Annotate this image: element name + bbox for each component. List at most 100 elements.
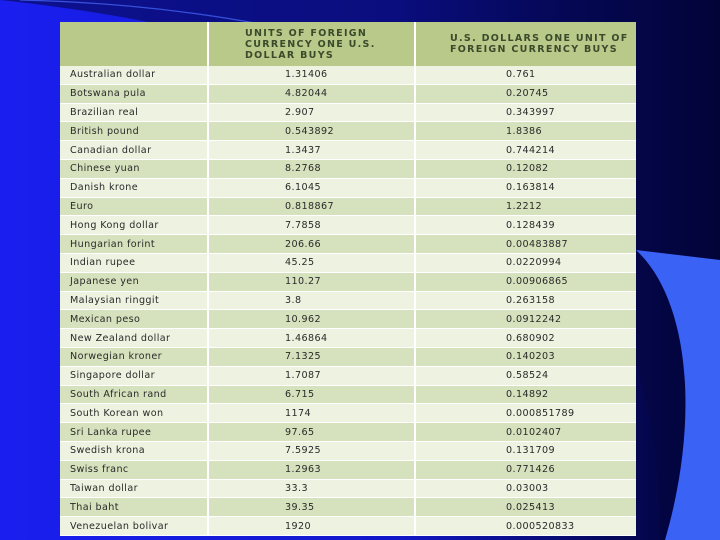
usd-per-unit-cell: 1.8386 xyxy=(415,121,636,142)
units-per-usd-cell: 1.3437 xyxy=(208,140,416,160)
table-body: Australian dollar 1.31406 0.761 Botswana pu… xyxy=(60,66,636,536)
units-per-usd-cell: 7.1325 xyxy=(208,347,416,367)
units-per-usd-cell: 110.27 xyxy=(208,272,416,292)
currency-name-cell: Malaysian ringgit xyxy=(60,291,209,311)
units-per-usd-cell: 3.8 xyxy=(208,291,416,311)
table-row: Singapore dollar 1.7087 0.58524 xyxy=(60,366,636,386)
table-row: Norwegian kroner 7.1325 0.140203 xyxy=(60,347,636,367)
units-per-usd-cell: 33.3 xyxy=(208,479,416,499)
table-row: South Korean won 1174 0.000851789 xyxy=(60,403,636,424)
table-row: Mexican peso 10.962 0.0912242 xyxy=(60,309,636,330)
table-row: New Zealand dollar 1.46864 0.680902 xyxy=(60,328,636,348)
currency-name-cell: Danish krone xyxy=(60,178,209,198)
table-row: Malaysian ringgit 3.8 0.263158 xyxy=(60,291,636,311)
currency-name-cell: Taiwan dollar xyxy=(60,479,209,499)
units-per-usd-cell: 1.2963 xyxy=(208,460,416,480)
table-row: Swiss franc 1.2963 0.771426 xyxy=(60,460,636,480)
currency-name-cell: Chinese yuan xyxy=(60,159,209,179)
units-per-usd-cell: 45.25 xyxy=(208,253,416,273)
usd-per-unit-cell: 0.263158 xyxy=(415,291,636,311)
currency-name-cell: Norwegian kroner xyxy=(60,347,209,367)
usd-per-unit-cell: 0.680902 xyxy=(415,328,636,348)
table-row: Botswana pula 4.82044 0.20745 xyxy=(60,84,636,104)
usd-per-unit-cell: 0.000851789 xyxy=(415,403,636,424)
currency-name-cell: Swiss franc xyxy=(60,460,209,480)
currency-name-cell: Singapore dollar xyxy=(60,366,209,386)
currency-name-cell: South African rand xyxy=(60,385,209,405)
units-per-usd-cell: 6.715 xyxy=(208,385,416,405)
currency-exchange-table-container: UNITS OF FOREIGN CURRENCY ONE U.S. DOLLA… xyxy=(60,22,636,536)
table-row: Danish krone 6.1045 0.163814 xyxy=(60,178,636,198)
usd-per-unit-cell: 0.744214 xyxy=(415,140,636,160)
currency-name-cell: Hong Kong dollar xyxy=(60,215,209,236)
currency-name-cell: Japanese yen xyxy=(60,272,209,292)
currency-name-cell: Swedish krona xyxy=(60,441,209,461)
usd-per-unit-cell: 0.163814 xyxy=(415,178,636,198)
table-row: Euro 0.818867 1.2212 xyxy=(60,197,636,217)
table-row: Chinese yuan 8.2768 0.12082 xyxy=(60,159,636,179)
units-per-usd-column-header: UNITS OF FOREIGN CURRENCY ONE U.S. DOLLA… xyxy=(208,22,416,66)
currency-column-header xyxy=(60,22,209,66)
currency-exchange-table: UNITS OF FOREIGN CURRENCY ONE U.S. DOLLA… xyxy=(60,22,636,536)
units-per-usd-cell: 1920 xyxy=(208,516,416,536)
units-per-usd-cell: 1.7087 xyxy=(208,366,416,386)
usd-per-unit-cell: 0.771426 xyxy=(415,460,636,480)
currency-name-cell: Sri Lanka rupee xyxy=(60,422,209,442)
units-per-usd-cell: 7.5925 xyxy=(208,441,416,461)
usd-per-unit-cell: 0.131709 xyxy=(415,441,636,461)
usd-per-unit-cell: 0.20745 xyxy=(415,84,636,104)
usd-per-unit-cell: 0.000520833 xyxy=(415,516,636,536)
table-row: Swedish krona 7.5925 0.131709 xyxy=(60,441,636,461)
usd-per-unit-cell: 0.12082 xyxy=(415,159,636,179)
usd-per-unit-cell: 0.128439 xyxy=(415,215,636,236)
units-per-usd-cell: 8.2768 xyxy=(208,159,416,179)
currency-name-cell: Mexican peso xyxy=(60,309,209,330)
usd-per-unit-cell: 0.0912242 xyxy=(415,309,636,330)
table-row: Canadian dollar 1.3437 0.744214 xyxy=(60,140,636,160)
currency-name-cell: New Zealand dollar xyxy=(60,328,209,348)
units-per-usd-cell: 39.35 xyxy=(208,497,416,518)
table-row: South African rand 6.715 0.14892 xyxy=(60,385,636,405)
usd-per-unit-cell: 0.03003 xyxy=(415,479,636,499)
currency-name-cell: Thai baht xyxy=(60,497,209,518)
units-per-usd-cell: 1.46864 xyxy=(208,328,416,348)
units-per-usd-cell: 6.1045 xyxy=(208,178,416,198)
currency-name-cell: Botswana pula xyxy=(60,84,209,104)
usd-per-unit-cell: 0.0220994 xyxy=(415,253,636,273)
currency-name-cell: Venezuelan bolivar xyxy=(60,516,209,536)
units-per-usd-cell: 1.31406 xyxy=(208,66,416,85)
usd-per-unit-column-header: U.S. DOLLARS ONE UNIT OF FOREIGN CURRENC… xyxy=(415,22,636,66)
table-header-row: UNITS OF FOREIGN CURRENCY ONE U.S. DOLLA… xyxy=(60,22,636,66)
usd-per-unit-cell: 0.025413 xyxy=(415,497,636,518)
table-row: Indian rupee 45.25 0.0220994 xyxy=(60,253,636,273)
units-per-usd-cell: 2.907 xyxy=(208,103,416,123)
currency-name-cell: Australian dollar xyxy=(60,66,209,85)
units-per-usd-cell: 7.7858 xyxy=(208,215,416,236)
usd-per-unit-cell: 0.14892 xyxy=(415,385,636,405)
table-row: Japanese yen 110.27 0.00906865 xyxy=(60,272,636,292)
usd-per-unit-cell: 0.00906865 xyxy=(415,272,636,292)
currency-name-cell: Canadian dollar xyxy=(60,140,209,160)
units-per-usd-cell: 10.962 xyxy=(208,309,416,330)
table-row: Sri Lanka rupee 97.65 0.0102407 xyxy=(60,422,636,442)
units-per-usd-cell: 0.818867 xyxy=(208,197,416,217)
usd-per-unit-cell: 0.00483887 xyxy=(415,234,636,254)
table-row: British pound 0.543892 1.8386 xyxy=(60,121,636,142)
currency-name-cell: British pound xyxy=(60,121,209,142)
table-row: Hong Kong dollar 7.7858 0.128439 xyxy=(60,215,636,236)
units-per-usd-cell: 0.543892 xyxy=(208,121,416,142)
table-row: Australian dollar 1.31406 0.761 xyxy=(60,66,636,85)
table-row: Hungarian forint 206.66 0.00483887 xyxy=(60,234,636,254)
units-per-usd-cell: 1174 xyxy=(208,403,416,424)
currency-name-cell: Hungarian forint xyxy=(60,234,209,254)
units-per-usd-cell: 4.82044 xyxy=(208,84,416,104)
currency-name-cell: South Korean won xyxy=(60,403,209,424)
table-row: Taiwan dollar 33.3 0.03003 xyxy=(60,479,636,499)
usd-per-unit-cell: 1.2212 xyxy=(415,197,636,217)
usd-per-unit-cell: 0.58524 xyxy=(415,366,636,386)
usd-per-unit-cell: 0.0102407 xyxy=(415,422,636,442)
currency-name-cell: Euro xyxy=(60,197,209,217)
usd-per-unit-cell: 0.140203 xyxy=(415,347,636,367)
currency-name-cell: Indian rupee xyxy=(60,253,209,273)
currency-name-cell: Brazilian real xyxy=(60,103,209,123)
